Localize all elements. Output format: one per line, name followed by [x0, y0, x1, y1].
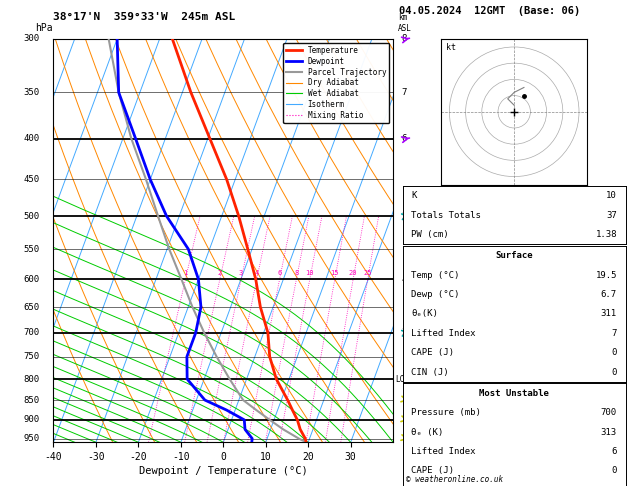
Text: Lifted Index: Lifted Index — [411, 447, 476, 456]
Text: Pressure (mb): Pressure (mb) — [411, 408, 481, 417]
Text: kt: kt — [446, 43, 455, 52]
Text: 311: 311 — [601, 310, 617, 318]
Text: CIN (J): CIN (J) — [411, 368, 449, 377]
Text: 8: 8 — [294, 270, 299, 276]
Text: 20: 20 — [349, 270, 357, 276]
Text: 6.7: 6.7 — [601, 290, 617, 299]
Text: 04.05.2024  12GMT  (Base: 06): 04.05.2024 12GMT (Base: 06) — [399, 5, 581, 16]
Text: 7: 7 — [611, 329, 617, 338]
Text: 0: 0 — [611, 467, 617, 475]
Text: Lifted Index: Lifted Index — [411, 329, 476, 338]
Text: Most Unstable: Most Unstable — [479, 389, 549, 398]
Text: 1.38: 1.38 — [596, 230, 617, 239]
X-axis label: Dewpoint / Temperature (°C): Dewpoint / Temperature (°C) — [139, 466, 308, 476]
Text: 350: 350 — [24, 88, 40, 97]
Text: 950: 950 — [24, 434, 40, 443]
Text: 1: 1 — [183, 270, 187, 276]
Text: hPa: hPa — [35, 23, 52, 33]
Text: 850: 850 — [24, 396, 40, 404]
Text: 650: 650 — [24, 302, 40, 312]
Text: 313: 313 — [601, 428, 617, 436]
Text: 25: 25 — [364, 270, 372, 276]
Text: 400: 400 — [24, 134, 40, 143]
Text: 450: 450 — [24, 175, 40, 184]
Text: 600: 600 — [24, 275, 40, 284]
Text: 1: 1 — [401, 416, 407, 424]
Text: Surface: Surface — [496, 251, 533, 260]
Text: © weatheronline.co.uk: © weatheronline.co.uk — [406, 474, 503, 484]
Text: 700: 700 — [24, 328, 40, 337]
Text: PW (cm): PW (cm) — [411, 230, 449, 239]
Text: 4: 4 — [401, 275, 407, 284]
Text: 800: 800 — [24, 375, 40, 383]
Text: θₑ (K): θₑ (K) — [411, 428, 443, 436]
Text: km
ASL: km ASL — [398, 14, 412, 33]
Text: 3: 3 — [401, 328, 407, 337]
Text: 4: 4 — [255, 270, 259, 276]
Text: 5: 5 — [401, 211, 407, 221]
Text: 500: 500 — [24, 211, 40, 221]
Text: 10: 10 — [606, 191, 617, 200]
Text: 10: 10 — [306, 270, 314, 276]
Text: K: K — [411, 191, 417, 200]
Text: 3: 3 — [239, 270, 243, 276]
Text: 15: 15 — [331, 270, 339, 276]
Text: 2: 2 — [401, 375, 407, 383]
Text: 37: 37 — [606, 211, 617, 220]
Text: CAPE (J): CAPE (J) — [411, 348, 455, 357]
Text: 550: 550 — [24, 244, 40, 254]
Text: 750: 750 — [24, 352, 40, 361]
Text: 0: 0 — [611, 368, 617, 377]
Text: LCL: LCL — [395, 375, 409, 383]
Text: Totals Totals: Totals Totals — [411, 211, 481, 220]
Text: CAPE (J): CAPE (J) — [411, 467, 455, 475]
Text: 8: 8 — [401, 35, 407, 43]
Text: Temp (°C): Temp (°C) — [411, 271, 460, 279]
Text: 0: 0 — [611, 348, 617, 357]
Legend: Temperature, Dewpoint, Parcel Trajectory, Dry Adiabat, Wet Adiabat, Isotherm, Mi: Temperature, Dewpoint, Parcel Trajectory… — [283, 43, 389, 123]
Text: 6: 6 — [277, 270, 282, 276]
Text: 7: 7 — [401, 88, 407, 97]
Text: 38°17'N  359°33'W  245m ASL: 38°17'N 359°33'W 245m ASL — [53, 12, 236, 22]
Text: 6: 6 — [401, 134, 407, 143]
Text: 6: 6 — [611, 447, 617, 456]
Text: Dewp (°C): Dewp (°C) — [411, 290, 460, 299]
Text: 300: 300 — [24, 35, 40, 43]
Text: 2: 2 — [218, 270, 222, 276]
Text: 700: 700 — [601, 408, 617, 417]
Text: 19.5: 19.5 — [596, 271, 617, 279]
Text: θₑ(K): θₑ(K) — [411, 310, 438, 318]
Text: 900: 900 — [24, 416, 40, 424]
